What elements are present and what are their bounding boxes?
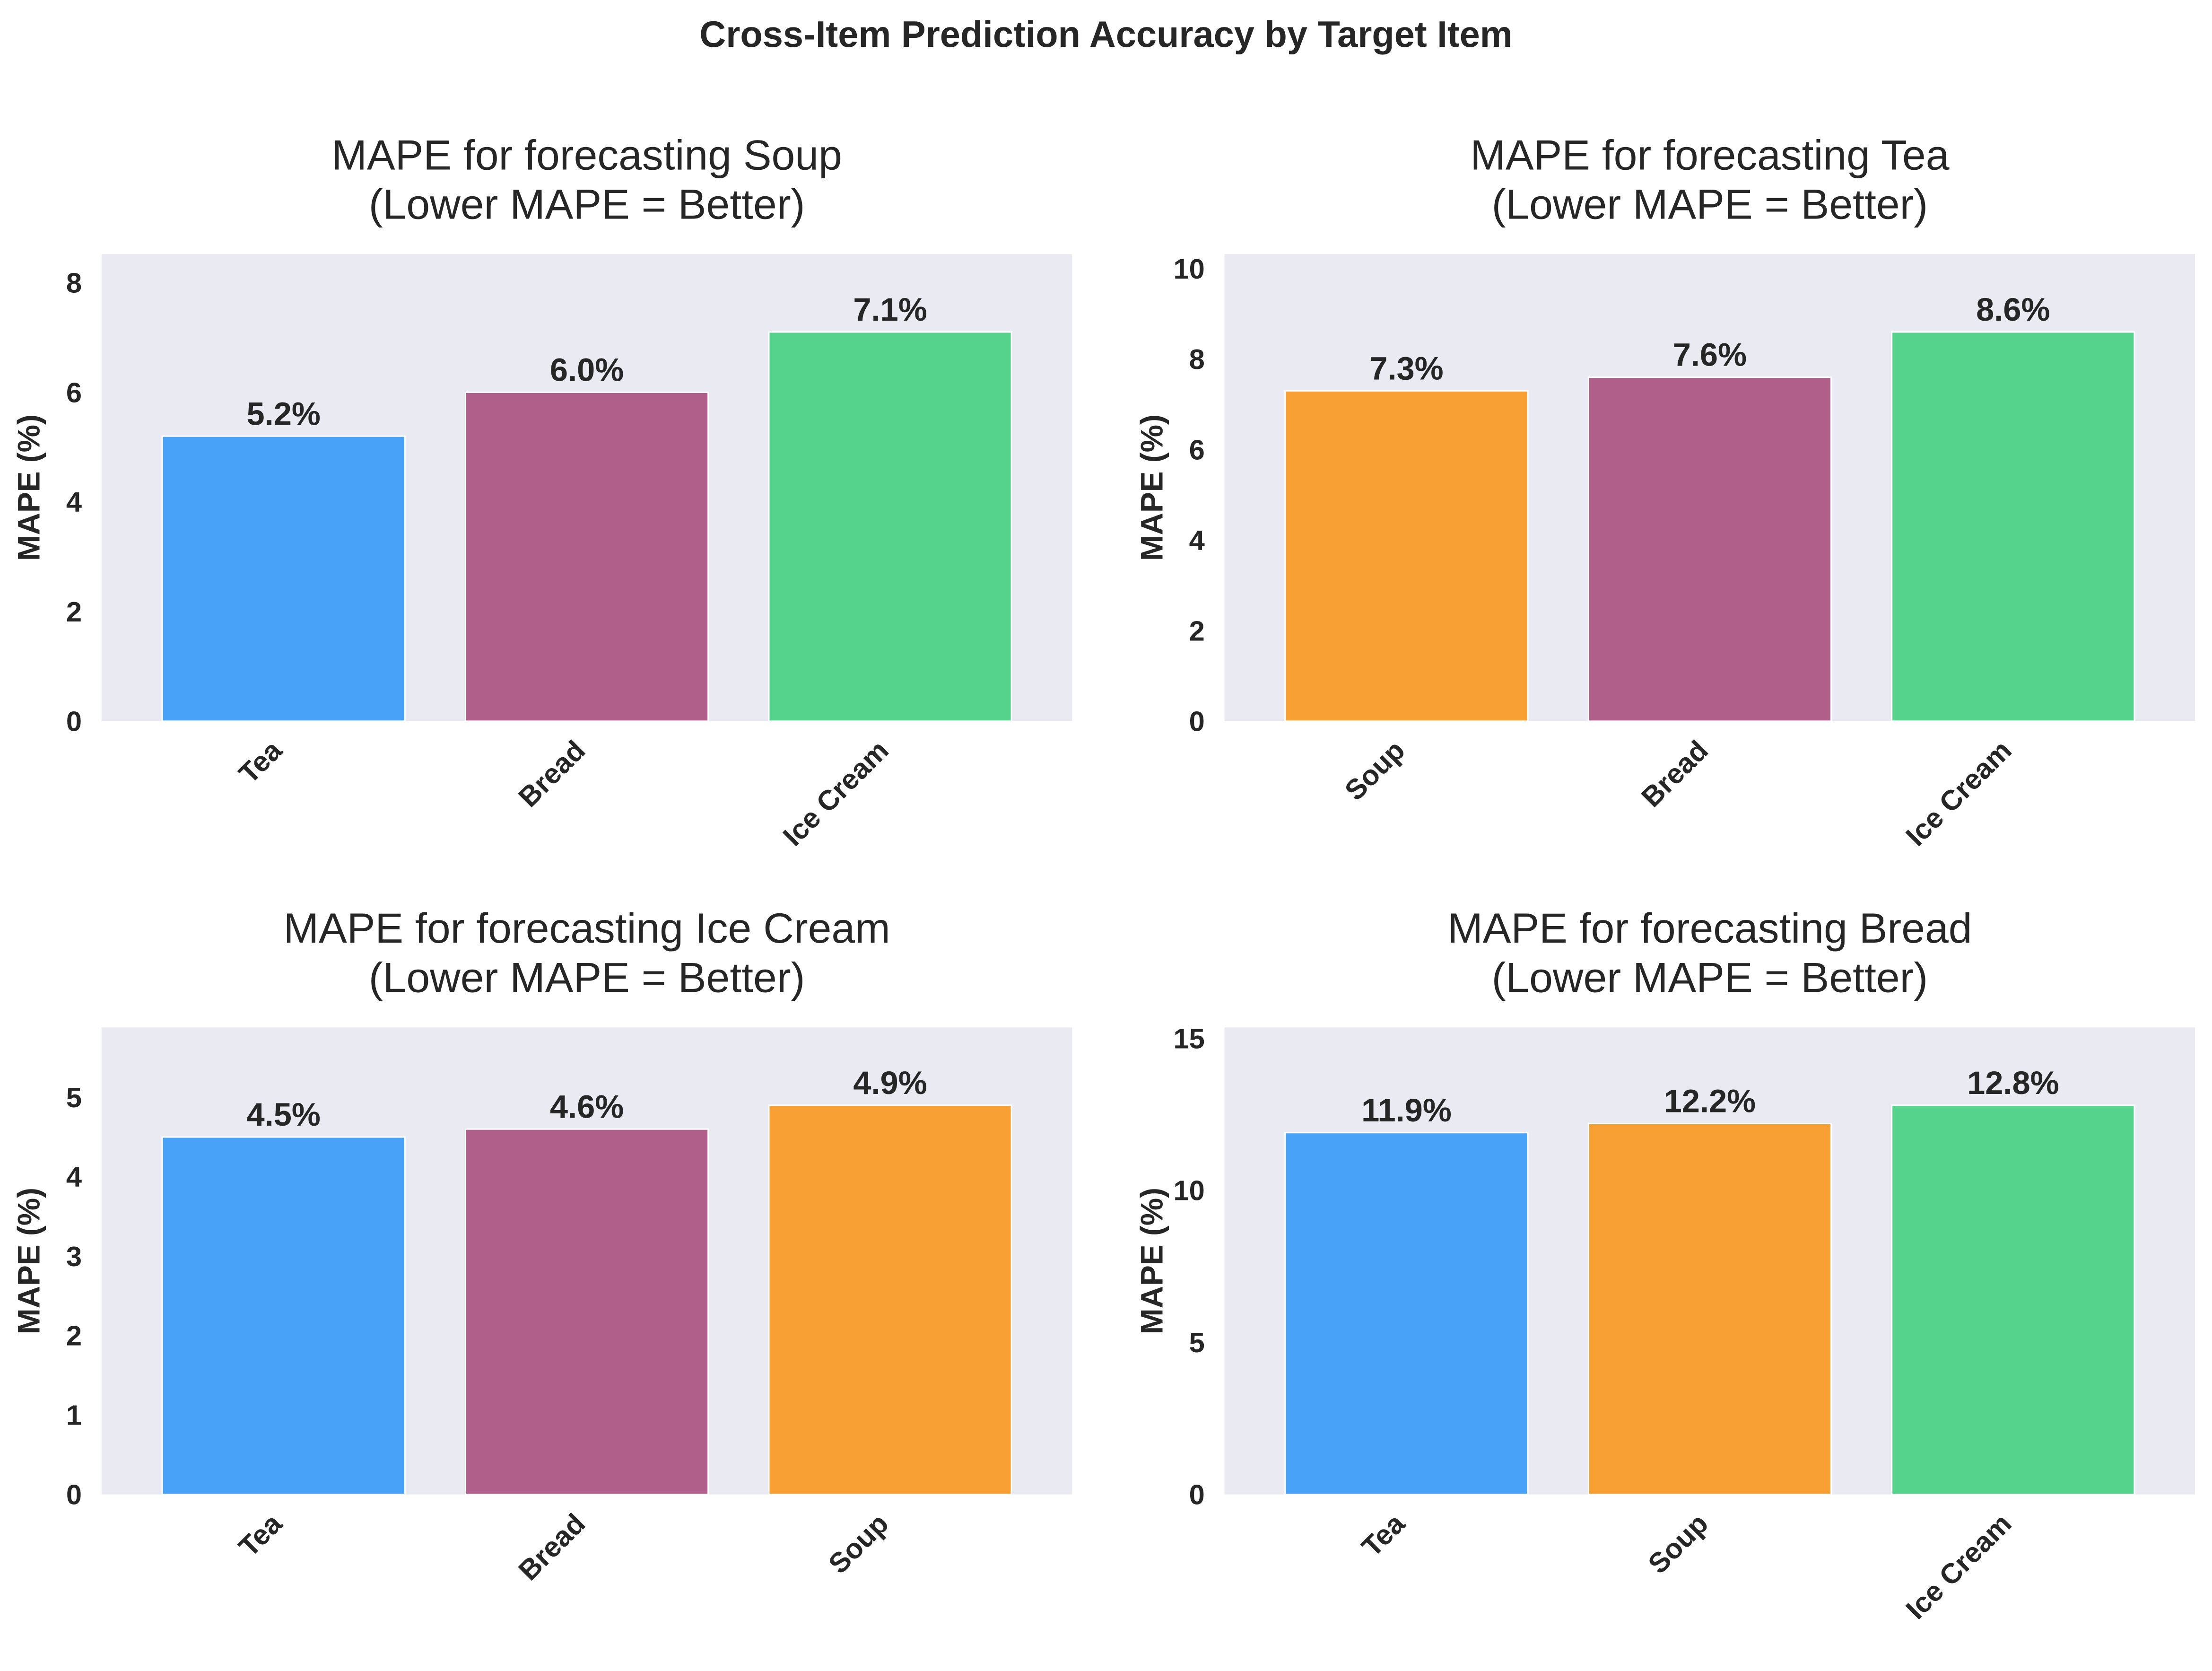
y-tick-label: 2 bbox=[1189, 615, 1205, 647]
bar-value-label: 7.6% bbox=[1673, 337, 1747, 373]
bar-value-label: 12.8% bbox=[1967, 1065, 2059, 1101]
bar-bread bbox=[465, 391, 709, 722]
bar-value-label: 4.9% bbox=[853, 1065, 927, 1101]
bar-value-label: 11.9% bbox=[1361, 1092, 1452, 1129]
bar-value-label: 4.5% bbox=[246, 1096, 320, 1133]
subplot-title: MAPE for forecasting Soup bbox=[331, 131, 842, 178]
x-tick-label: Tea bbox=[233, 1507, 288, 1563]
y-tick-label: 2 bbox=[66, 1320, 82, 1352]
y-tick-label: 8 bbox=[66, 267, 82, 298]
x-tick-label: Ice Cream bbox=[1899, 734, 2017, 852]
bar-soup bbox=[1284, 390, 1529, 722]
x-tick-label: Ice Cream bbox=[777, 734, 895, 852]
y-tick-label: 0 bbox=[1189, 1479, 1205, 1511]
subplot-title: (Lower MAPE = Better) bbox=[369, 954, 805, 1001]
x-tick-label: Tea bbox=[233, 734, 288, 790]
x-tick-label: Bread bbox=[512, 734, 591, 813]
bar-value-label: 4.6% bbox=[550, 1088, 624, 1125]
subplot-title: MAPE for forecasting Ice Cream bbox=[283, 904, 890, 952]
subplot-3: MAPE for forecasting Ice Cream(Lower MAP… bbox=[12, 904, 1072, 1586]
y-tick-label: 10 bbox=[1173, 253, 1204, 285]
subplot-title: (Lower MAPE = Better) bbox=[369, 181, 805, 228]
bar-bread bbox=[465, 1128, 709, 1496]
y-tick-label: 0 bbox=[66, 1479, 82, 1511]
bar-tea bbox=[1284, 1132, 1529, 1496]
x-tick-label: Bread bbox=[1635, 734, 1714, 813]
bar-value-label: 7.1% bbox=[853, 291, 927, 328]
x-tick-label: Ice Cream bbox=[1899, 1507, 2017, 1625]
subplot-title: MAPE for forecasting Bread bbox=[1447, 904, 1972, 952]
x-tick-label: Tea bbox=[1356, 1507, 1411, 1563]
subplot-title: MAPE for forecasting Tea bbox=[1470, 131, 1949, 178]
bar-ice-cream bbox=[768, 331, 1012, 722]
y-tick-label: 8 bbox=[1189, 343, 1205, 375]
y-tick-label: 4 bbox=[66, 486, 82, 518]
bar-soup bbox=[1587, 1122, 1832, 1496]
bar-bread bbox=[1587, 376, 1832, 722]
x-tick-label: Bread bbox=[512, 1507, 591, 1586]
bar-value-label: 7.3% bbox=[1369, 350, 1443, 386]
y-tick-label: 0 bbox=[66, 706, 82, 737]
bar-value-label: 5.2% bbox=[246, 395, 320, 432]
y-axis-label: MAPE (%) bbox=[1134, 1188, 1169, 1334]
y-tick-label: 6 bbox=[1189, 434, 1205, 466]
bar-value-label: 12.2% bbox=[1664, 1083, 1756, 1120]
y-tick-label: 3 bbox=[66, 1241, 82, 1272]
y-tick-label: 10 bbox=[1173, 1175, 1204, 1207]
subplot-4: MAPE for forecasting Bread(Lower MAPE = … bbox=[1134, 904, 2195, 1625]
bar-soup bbox=[768, 1104, 1012, 1496]
y-axis-label: MAPE (%) bbox=[1134, 414, 1169, 561]
subplot-title: (Lower MAPE = Better) bbox=[1492, 954, 1928, 1001]
y-tick-label: 5 bbox=[1189, 1327, 1205, 1358]
x-tick-label: Soup bbox=[1642, 1507, 1714, 1580]
x-tick-label: Soup bbox=[1339, 734, 1411, 806]
bar-tea bbox=[161, 1136, 406, 1496]
y-tick-label: 4 bbox=[66, 1161, 82, 1193]
y-tick-label: 5 bbox=[66, 1082, 82, 1113]
subplot-2: MAPE for forecasting Tea(Lower MAPE = Be… bbox=[1134, 131, 2195, 852]
bar-value-label: 8.6% bbox=[1976, 291, 2050, 328]
bar-ice-cream bbox=[1891, 331, 2135, 722]
y-axis-label: MAPE (%) bbox=[12, 414, 46, 561]
y-tick-label: 0 bbox=[1189, 706, 1205, 737]
x-tick-label: Soup bbox=[822, 1507, 895, 1580]
bar-value-label: 6.0% bbox=[550, 352, 624, 388]
y-tick-label: 1 bbox=[66, 1400, 82, 1431]
y-axis-label: MAPE (%) bbox=[12, 1188, 46, 1334]
subplot-1: MAPE for forecasting Soup(Lower MAPE = B… bbox=[12, 131, 1072, 852]
subplot-title: (Lower MAPE = Better) bbox=[1492, 181, 1928, 228]
bar-tea bbox=[161, 435, 406, 722]
y-tick-label: 4 bbox=[1189, 525, 1205, 556]
y-tick-label: 15 bbox=[1173, 1023, 1204, 1054]
y-tick-label: 6 bbox=[66, 376, 82, 408]
figure-title: Cross-Item Prediction Accuracy by Target… bbox=[699, 14, 1512, 55]
y-tick-label: 2 bbox=[66, 596, 82, 628]
bar-ice-cream bbox=[1891, 1104, 2135, 1496]
